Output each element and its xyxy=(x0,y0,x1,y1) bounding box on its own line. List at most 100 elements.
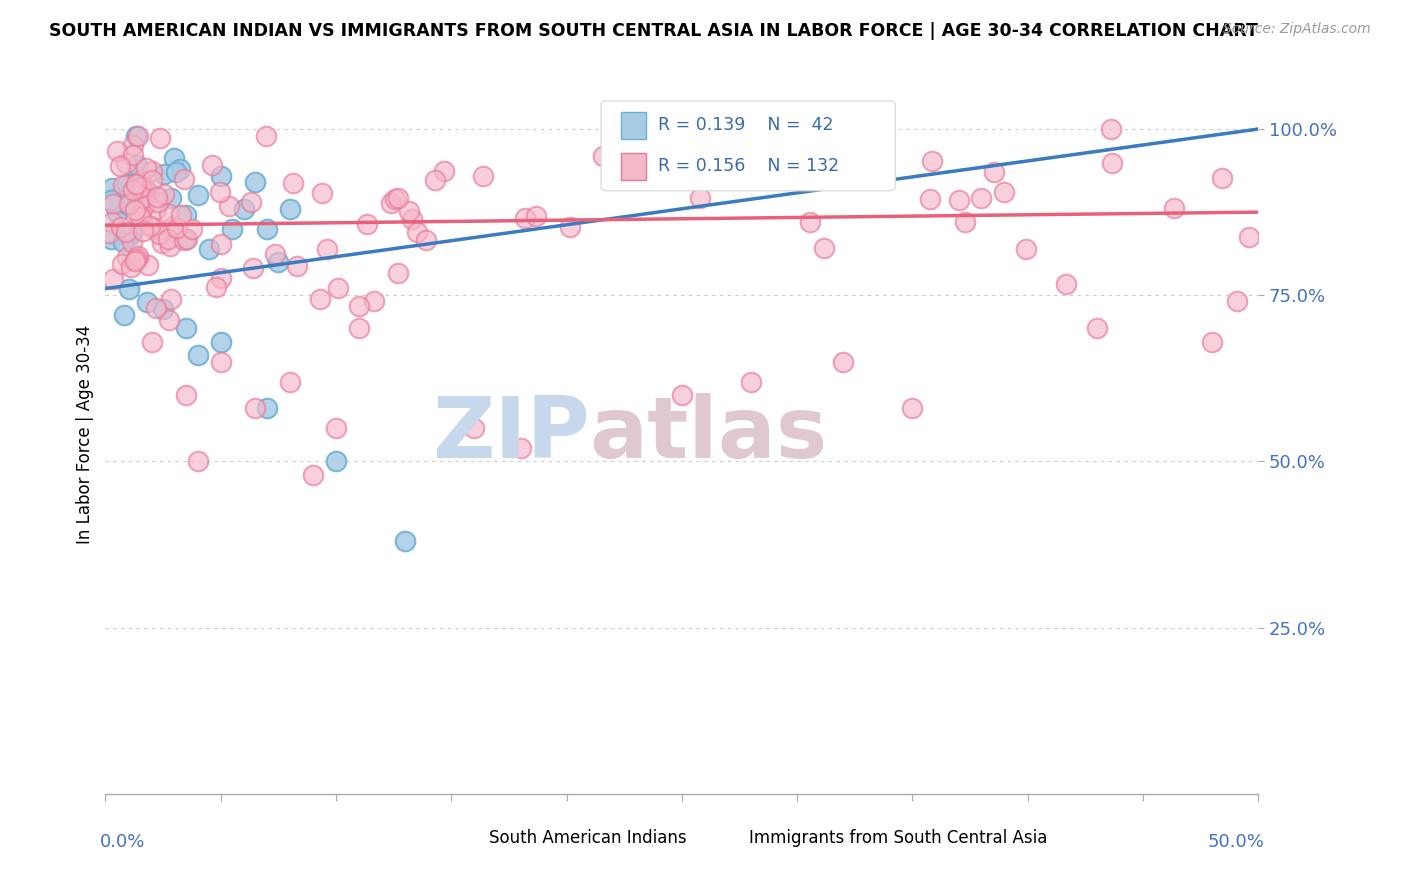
Point xyxy=(326,281,349,295)
Point xyxy=(141,163,163,178)
Point xyxy=(515,211,537,225)
Point xyxy=(201,158,224,172)
Point xyxy=(232,202,254,216)
Point xyxy=(120,260,142,275)
Point xyxy=(813,241,835,255)
Point xyxy=(127,249,149,263)
Point xyxy=(363,293,385,308)
Point xyxy=(209,186,232,200)
Point xyxy=(398,204,420,219)
Point xyxy=(187,188,209,202)
Point xyxy=(150,235,173,250)
Point xyxy=(256,401,278,416)
Point xyxy=(993,185,1015,199)
Point xyxy=(181,221,204,235)
Point xyxy=(110,194,132,209)
Point xyxy=(100,232,122,246)
Point xyxy=(111,185,134,199)
Point xyxy=(384,192,406,206)
Point xyxy=(187,454,209,468)
Point xyxy=(118,228,141,243)
Point xyxy=(115,226,138,240)
Point xyxy=(254,128,277,143)
Point xyxy=(136,294,159,309)
Point xyxy=(218,199,240,213)
Point xyxy=(433,163,456,178)
Point xyxy=(117,282,139,296)
Point xyxy=(174,209,197,223)
Point xyxy=(160,292,183,306)
Point xyxy=(124,202,146,217)
Point xyxy=(135,161,157,175)
Point xyxy=(308,292,330,306)
Point xyxy=(832,355,855,369)
Point xyxy=(145,202,167,217)
Point xyxy=(983,165,1005,179)
Point xyxy=(169,161,191,176)
Point xyxy=(1237,230,1260,244)
Point xyxy=(209,355,232,369)
Point xyxy=(953,215,976,229)
Point xyxy=(245,401,267,416)
Point xyxy=(152,186,174,201)
Point xyxy=(509,441,531,455)
Point xyxy=(209,237,232,252)
Point xyxy=(263,246,285,260)
Point xyxy=(170,208,193,222)
Text: R = 0.156    N = 132: R = 0.156 N = 132 xyxy=(658,158,839,176)
Point xyxy=(122,138,145,153)
Point xyxy=(141,173,163,187)
Point xyxy=(146,190,169,204)
Point xyxy=(198,242,221,256)
Point xyxy=(157,207,180,221)
Point xyxy=(315,242,337,256)
Point xyxy=(302,467,325,482)
Point xyxy=(100,193,122,207)
Point xyxy=(142,221,165,235)
Y-axis label: In Labor Force | Age 30-34: In Labor Force | Age 30-34 xyxy=(76,326,94,544)
Point xyxy=(783,122,806,136)
Point xyxy=(162,219,184,233)
Point xyxy=(209,169,232,183)
Point xyxy=(153,167,176,181)
Point xyxy=(1099,122,1122,136)
Point xyxy=(209,270,232,285)
Point xyxy=(920,193,942,207)
Point xyxy=(121,178,143,192)
Point xyxy=(121,225,143,239)
Point xyxy=(148,227,170,241)
Point xyxy=(132,199,155,213)
Text: South American Indians: South American Indians xyxy=(489,829,688,847)
Point xyxy=(921,154,943,169)
Point xyxy=(415,233,437,247)
Bar xyxy=(717,828,737,847)
Point xyxy=(187,348,209,362)
Point xyxy=(380,195,402,210)
Point xyxy=(347,321,370,335)
Point xyxy=(1201,334,1223,349)
Point xyxy=(970,191,993,205)
Point xyxy=(125,128,148,143)
Point xyxy=(1015,242,1038,256)
Point xyxy=(221,221,243,235)
Text: atlas: atlas xyxy=(589,393,828,476)
Point xyxy=(281,176,304,190)
Point xyxy=(671,388,693,402)
Point xyxy=(205,280,228,294)
Point xyxy=(121,148,143,162)
Point xyxy=(146,194,169,209)
Text: Source: ZipAtlas.com: Source: ZipAtlas.com xyxy=(1223,22,1371,37)
Point xyxy=(325,454,347,468)
Point xyxy=(112,178,135,193)
Point xyxy=(157,232,180,246)
Point xyxy=(114,156,136,170)
Point xyxy=(174,321,197,335)
Point xyxy=(1085,321,1108,335)
Point xyxy=(592,149,614,163)
Point xyxy=(406,225,429,239)
Point xyxy=(558,219,581,234)
Point xyxy=(1101,156,1123,170)
Point xyxy=(125,252,148,267)
Point xyxy=(141,334,163,349)
Point xyxy=(101,215,124,229)
